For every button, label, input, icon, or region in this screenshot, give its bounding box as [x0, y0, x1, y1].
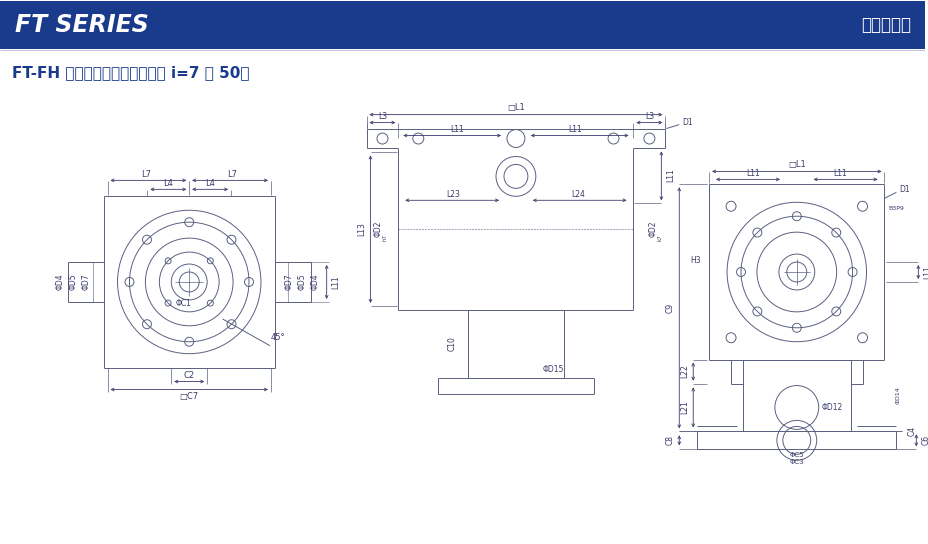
Text: ΦD14: ΦD14	[895, 387, 900, 404]
Text: L7: L7	[226, 170, 237, 179]
Text: ΦD4: ΦD4	[310, 274, 319, 290]
Text: ΦD12: ΦD12	[821, 403, 843, 412]
Text: L11: L11	[922, 265, 928, 279]
Text: ΦC3: ΦC3	[789, 459, 804, 465]
Text: L7: L7	[141, 170, 151, 179]
Text: L11: L11	[330, 275, 340, 289]
Text: h7: h7	[382, 233, 388, 240]
Text: C8: C8	[665, 435, 674, 446]
Text: L4: L4	[205, 179, 215, 188]
Text: 行星减速机: 行星减速机	[860, 16, 910, 34]
Text: L22: L22	[680, 364, 689, 379]
Text: ΦD5: ΦD5	[297, 274, 306, 290]
Text: L21: L21	[680, 400, 689, 415]
Text: FT SERIES: FT SERIES	[15, 13, 148, 37]
Text: L3: L3	[644, 112, 653, 121]
Text: ΦD2: ΦD2	[374, 221, 382, 237]
Text: L11: L11	[665, 169, 674, 182]
Text: ΦD2: ΦD2	[648, 221, 657, 237]
Text: H3: H3	[690, 256, 700, 264]
Text: L4: L4	[163, 179, 174, 188]
Text: ΦD7: ΦD7	[284, 274, 293, 290]
Text: ΦD7: ΦD7	[81, 274, 90, 290]
Text: □L1: □L1	[787, 160, 805, 169]
Text: 45°: 45°	[270, 333, 285, 342]
Text: L11: L11	[567, 125, 581, 134]
Text: C6: C6	[921, 435, 928, 446]
Text: k7: k7	[657, 234, 663, 240]
Text: L24: L24	[571, 190, 585, 199]
Text: D1: D1	[681, 118, 691, 127]
Text: D1: D1	[898, 185, 909, 194]
Text: L23: L23	[445, 190, 459, 199]
Text: L3: L3	[378, 112, 387, 121]
Text: ΦC5: ΦC5	[789, 452, 803, 458]
Text: ΦC1: ΦC1	[175, 299, 191, 308]
Text: C9: C9	[665, 303, 674, 313]
Text: C10: C10	[447, 336, 457, 351]
Text: C2: C2	[184, 371, 195, 380]
Text: L11: L11	[832, 169, 846, 178]
Text: ΦD15: ΦD15	[543, 365, 564, 374]
Bar	[0, 1, 924, 49]
Text: L11: L11	[450, 125, 464, 134]
Text: □C7: □C7	[179, 392, 199, 401]
Text: B3P9: B3P9	[887, 206, 903, 211]
Text: L13: L13	[356, 222, 366, 236]
Text: □L1: □L1	[507, 103, 524, 112]
Text: ΦD5: ΦD5	[68, 274, 77, 290]
Text: FT-FH 系列尺寸（双级，减速比 i=7 ～ 50）: FT-FH 系列尺寸（双级，减速比 i=7 ～ 50）	[12, 65, 250, 81]
Text: C4: C4	[907, 426, 916, 436]
Text: L11: L11	[745, 169, 759, 178]
Text: ΦD4: ΦD4	[55, 274, 64, 290]
